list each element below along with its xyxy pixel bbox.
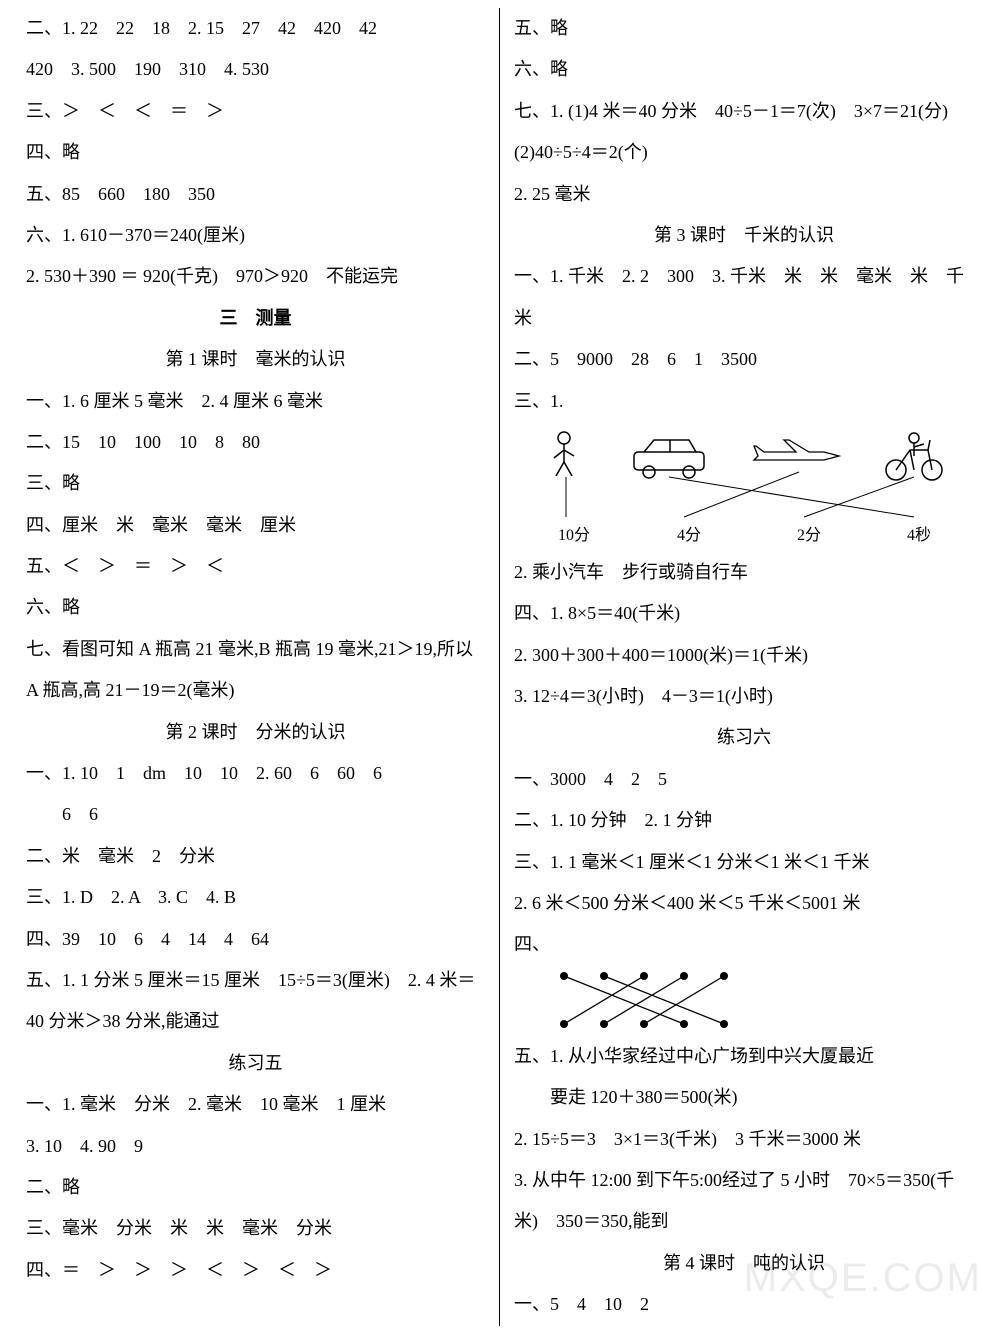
text-line: 一、3000 4 2 5 — [514, 759, 974, 800]
diagram-label: 2分 — [797, 526, 821, 544]
diagram-label: 4秒 — [907, 526, 931, 544]
lesson-heading: 第 1 课时 毫米的认识 — [26, 339, 485, 380]
text-line: 四、厘米 米 毫米 毫米 厘米 — [26, 505, 485, 546]
diagram-label: 4分 — [677, 526, 701, 544]
text-line: 六、略 — [26, 587, 485, 628]
text-line: 六、略 — [514, 49, 974, 90]
practice-heading: 练习六 — [514, 717, 974, 758]
text-line: 3. 从中午 12:00 到下午5:00经过了 5 小时 70×5＝350(千米… — [514, 1160, 974, 1243]
text-line: 2. 乘小汽车 步行或骑自行车 — [514, 552, 974, 593]
diagram-label: 10分 — [558, 526, 590, 544]
text-line: 四、39 10 6 4 14 4 64 — [26, 919, 485, 960]
practice-heading: 练习五 — [26, 1043, 485, 1084]
left-column: 二、1. 22 22 18 2. 15 27 42 420 42 420 3. … — [12, 8, 500, 1326]
text-line: 二、米 毫米 2 分米 — [26, 836, 485, 877]
text-line: 要走 120＋380＝500(米) — [514, 1077, 974, 1118]
text-line: 3. 12÷4＝3(小时) 4－3＝1(小时) — [514, 676, 974, 717]
text-line: 一、1. 毫米 分米 2. 毫米 10 毫米 1 厘米 — [26, 1084, 485, 1125]
section-heading: 三 测量 — [26, 298, 485, 339]
matching-diagram — [544, 966, 754, 1036]
text-line: 二、1. 22 22 18 2. 15 27 42 420 42 — [26, 8, 485, 49]
text-line: 五、1. 从小华家经过中心广场到中兴大厦最近 — [514, 1036, 974, 1077]
text-line: 2. 530＋390 ＝ 920(千克) 970＞920 不能运完 — [26, 256, 485, 297]
text-line: 五、略 — [514, 8, 974, 49]
text-line: 三、略 — [26, 463, 485, 504]
text-line: 六、1. 610－370＝240(厘米) — [26, 215, 485, 256]
text-line: 三、1. — [514, 381, 974, 422]
text-line: 一、1. 10 1 dm 10 10 2. 60 6 60 6 — [26, 753, 485, 794]
text-line: 三、＞ ＜ ＜ ＝ ＞ — [26, 91, 485, 132]
text-line: 2. 300＋300＋400＝1000(米)＝1(千米) — [514, 635, 974, 676]
text-line: 三、毫米 分米 米 米 毫米 分米 — [26, 1208, 485, 1249]
text-line: 四、1. 8×5＝40(千米) — [514, 593, 974, 634]
text-line: 二、15 10 100 10 8 80 — [26, 422, 485, 463]
text-line: 二、1. 10 分钟 2. 1 分钟 — [514, 800, 974, 841]
text-line: 2. 6 米＜500 分米＜400 米＜5 千米＜5001 米 — [514, 883, 974, 924]
text-line: 五、1. 1 分米 5 厘米＝15 厘米 15÷5＝3(厘米) 2. 4 米＝4… — [26, 960, 485, 1043]
text-line: 6 6 — [26, 794, 485, 835]
text-line: 四、 — [514, 924, 974, 965]
text-line: 三、1. 1 毫米＜1 厘米＜1 分米＜1 米＜1 千米 — [514, 842, 974, 883]
text-line: 2. 25 毫米 — [514, 174, 974, 215]
lesson-heading: 第 3 课时 千米的认识 — [514, 215, 974, 256]
text-line: 3. 10 4. 90 9 — [26, 1126, 485, 1167]
text-line: 五、85 660 180 350 — [26, 174, 485, 215]
text-line: 七、1. (1)4 米＝40 分米 40÷5－1＝7(次) 3×7＝21(分) … — [514, 91, 974, 174]
text-line: 一、1. 千米 2. 2 300 3. 千米 米 米 毫米 米 千米 — [514, 256, 974, 339]
text-line: 四、＝ ＞ ＞ ＞ ＜ ＞ ＜ ＞ — [26, 1250, 485, 1291]
right-column: 五、略 六、略 七、1. (1)4 米＝40 分米 40÷5－1＝7(次) 3×… — [500, 8, 988, 1326]
text-line: 五、＜ ＞ ＝ ＞ ＜ — [26, 546, 485, 587]
text-line: 420 3. 500 190 310 4. 530 — [26, 49, 485, 90]
text-line: 二、5 9000 28 6 1 3500 — [514, 339, 974, 380]
text-line: 2. 15÷5＝3 3×1＝3(千米) 3 千米＝3000 米 — [514, 1119, 974, 1160]
transport-diagram: 10分 4分 2分 4秒 — [514, 422, 964, 552]
text-line: 四、略 — [26, 132, 485, 173]
text-line: 三、1. D 2. A 3. C 4. B — [26, 877, 485, 918]
text-line: 二、略 — [26, 1167, 485, 1208]
text-line: 一、1. 6 厘米 5 毫米 2. 4 厘米 6 毫米 — [26, 381, 485, 422]
lesson-heading: 第 4 课时 吨的认识 — [514, 1243, 974, 1284]
lesson-heading: 第 2 课时 分米的认识 — [26, 712, 485, 753]
text-line: 七、看图可知 A 瓶高 21 毫米,B 瓶高 19 毫米,21＞19,所以 A … — [26, 629, 485, 712]
text-line: 一、5 4 10 2 — [514, 1284, 974, 1325]
